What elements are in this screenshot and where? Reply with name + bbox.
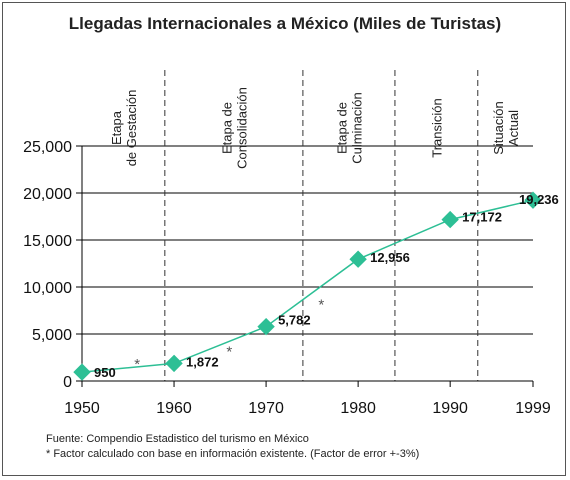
x-tick-label: 1970 bbox=[248, 400, 284, 417]
phase-label-line: Etapa bbox=[109, 110, 124, 145]
y-tick-label: 20,000 bbox=[23, 186, 72, 203]
data-label: 1,872 bbox=[186, 354, 219, 369]
y-tick-label: 15,000 bbox=[23, 233, 72, 250]
data-point-diamond bbox=[349, 250, 367, 268]
phase-label-line: Situación bbox=[491, 101, 506, 154]
phase-label-line: Etapa de bbox=[334, 102, 349, 154]
x-tick-label: 1999 bbox=[515, 400, 551, 417]
axes: 0 5,000 10,000 15,000 20,000 25,000 1950 1960 19… bbox=[23, 139, 551, 417]
series bbox=[73, 191, 542, 381]
data-point-diamond bbox=[257, 317, 275, 336]
data-point-diamond bbox=[165, 354, 183, 373]
data-point-diamond bbox=[73, 363, 91, 381]
data-label: 17,172 bbox=[462, 210, 502, 225]
phase-labels: Etapa de Gestación Etapa de Consolidación Et… bbox=[109, 87, 521, 169]
footnote-asterisk: * Factor calculado con base en informaci… bbox=[46, 448, 420, 460]
chart-title: Llegadas Internacionales a México (Miles… bbox=[68, 14, 502, 33]
phase-label-line: Consolidación bbox=[234, 87, 249, 169]
phase-label-line: Etapa de bbox=[219, 102, 234, 154]
asterisk-mark: * bbox=[226, 344, 232, 361]
data-point-diamond bbox=[524, 191, 542, 209]
x-tick-label: 1980 bbox=[340, 400, 376, 417]
y-tick-label: 25,000 bbox=[23, 139, 72, 156]
y-tick-label: 0 bbox=[63, 374, 72, 391]
data-point-diamond bbox=[441, 210, 459, 229]
phase-label-line: Transición bbox=[429, 98, 444, 157]
x-tick-label: 1990 bbox=[432, 400, 468, 417]
gridlines bbox=[82, 145, 533, 335]
y-tick-label: 5,000 bbox=[32, 327, 72, 344]
x-tick-label: 1960 bbox=[156, 400, 192, 417]
asterisk-mark: * bbox=[318, 297, 324, 314]
data-label: 12,956 bbox=[370, 250, 410, 265]
series-line bbox=[81, 199, 534, 373]
x-tick-label: 1950 bbox=[64, 400, 100, 417]
phase-label-line: de Gestación bbox=[124, 90, 139, 167]
asterisk-mark: * bbox=[134, 356, 140, 373]
phase-label-line: Actual bbox=[506, 110, 521, 146]
data-label: 5,782 bbox=[278, 313, 311, 328]
data-label: 950 bbox=[94, 365, 116, 380]
phase-dividers bbox=[164, 70, 479, 381]
chart-frame bbox=[2, 2, 566, 476]
phase-label-line: Culminación bbox=[349, 92, 364, 164]
footnote-source: Fuente: Compendio Estadistico del turism… bbox=[46, 433, 309, 445]
y-tick-label: 10,000 bbox=[23, 280, 72, 297]
footnotes: Fuente: Compendio Estadistico del turism… bbox=[46, 432, 419, 462]
asterisk-notes: * * * bbox=[134, 297, 324, 373]
data-label: 19,236 bbox=[519, 192, 559, 207]
data-labels: 950 1,872 5,782 12,956 17,172 19,236 bbox=[94, 192, 559, 380]
